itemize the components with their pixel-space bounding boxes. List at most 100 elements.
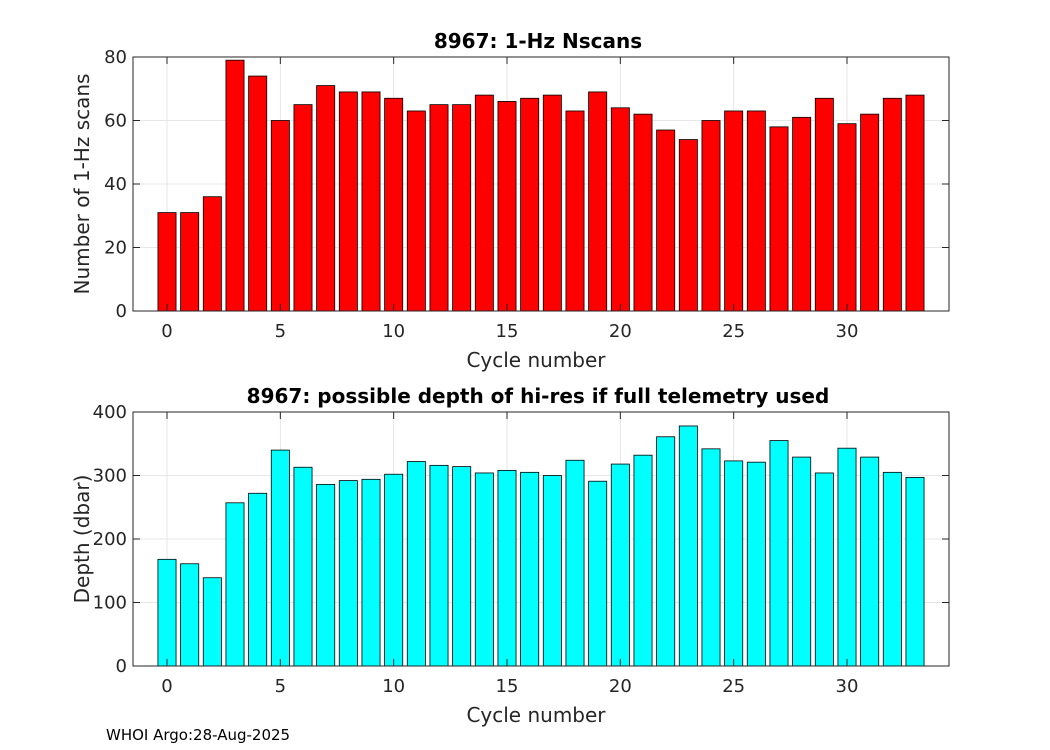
bar bbox=[452, 466, 472, 667]
bar bbox=[610, 463, 630, 667]
bar bbox=[429, 464, 449, 667]
bar bbox=[225, 59, 245, 312]
bar bbox=[293, 104, 313, 312]
x-tick-label: 30 bbox=[836, 676, 859, 697]
bar bbox=[270, 449, 290, 667]
x-tick-label: 5 bbox=[275, 321, 286, 342]
y-tick-label: 0 bbox=[116, 301, 127, 322]
bar bbox=[769, 440, 789, 667]
x-tick-label: 0 bbox=[161, 676, 172, 697]
y-tick-label: 80 bbox=[104, 47, 127, 68]
x-tick-label: 20 bbox=[609, 676, 632, 697]
bar bbox=[837, 447, 857, 667]
bar bbox=[429, 104, 449, 312]
bar bbox=[588, 91, 608, 312]
bar bbox=[860, 113, 880, 312]
bar bbox=[384, 473, 404, 667]
bar bbox=[678, 139, 698, 312]
x-tick-label: 5 bbox=[275, 676, 286, 697]
bar bbox=[656, 129, 676, 312]
bar bbox=[701, 448, 721, 667]
bar bbox=[180, 212, 200, 312]
bar bbox=[701, 120, 721, 312]
chart-title: 8967: possible depth of hi-res if full t… bbox=[247, 384, 830, 408]
bar bbox=[724, 460, 744, 667]
y-axis-label: Depth (dbar) bbox=[70, 475, 94, 604]
bar bbox=[542, 475, 562, 667]
x-tick-label: 10 bbox=[382, 676, 405, 697]
x-tick-label: 30 bbox=[836, 321, 859, 342]
bar bbox=[497, 470, 517, 667]
bar bbox=[905, 477, 925, 667]
y-tick-label: 100 bbox=[93, 593, 127, 614]
bar bbox=[542, 94, 562, 312]
bar bbox=[792, 116, 812, 312]
bar bbox=[474, 472, 494, 667]
y-tick-label: 300 bbox=[93, 466, 127, 487]
chart-1: 0 5 10 15 20 25 30 0 20 40 60 80 8967: 1-Hz Nscans Cy… bbox=[70, 29, 950, 372]
x-axis-label: Cycle number bbox=[466, 703, 606, 727]
bar bbox=[497, 101, 517, 312]
bar bbox=[633, 113, 653, 312]
bar bbox=[202, 196, 222, 312]
bar bbox=[905, 94, 925, 312]
x-tick-label: 10 bbox=[382, 321, 405, 342]
bar bbox=[814, 97, 834, 312]
bar bbox=[860, 456, 880, 667]
bar bbox=[565, 459, 585, 667]
bar bbox=[678, 425, 698, 667]
bar bbox=[157, 212, 177, 312]
bar bbox=[316, 483, 336, 667]
bar bbox=[384, 97, 404, 312]
y-axis-label: Number of 1-Hz scans bbox=[70, 74, 94, 295]
bar bbox=[338, 480, 358, 667]
y-tick-label: 0 bbox=[116, 656, 127, 677]
bar bbox=[361, 91, 381, 312]
bar bbox=[746, 110, 766, 312]
bar bbox=[656, 436, 676, 667]
x-tick-label: 15 bbox=[496, 321, 519, 342]
bar bbox=[610, 107, 630, 312]
y-tick-label: 40 bbox=[104, 174, 127, 195]
bar bbox=[474, 94, 494, 312]
bar bbox=[180, 563, 200, 667]
bar bbox=[406, 461, 426, 667]
bar bbox=[520, 471, 540, 667]
bar bbox=[406, 110, 426, 312]
bar bbox=[837, 123, 857, 312]
bar bbox=[882, 97, 902, 312]
bar bbox=[248, 75, 268, 312]
bar bbox=[520, 97, 540, 312]
y-tick-label: 60 bbox=[104, 111, 127, 132]
bar bbox=[316, 85, 336, 312]
x-tick-label: 25 bbox=[722, 676, 745, 697]
bar bbox=[588, 480, 608, 667]
bar bbox=[565, 110, 585, 312]
bar bbox=[452, 104, 472, 312]
x-tick-label: 0 bbox=[161, 321, 172, 342]
bar bbox=[882, 471, 902, 667]
bar bbox=[724, 110, 744, 312]
bar bbox=[270, 120, 290, 312]
bar bbox=[814, 472, 834, 667]
x-axis-label: Cycle number bbox=[466, 348, 606, 372]
footer-credit: WHOI Argo:28-Aug-2025 bbox=[106, 726, 291, 744]
bar bbox=[361, 478, 381, 667]
x-tick-label: 15 bbox=[496, 676, 519, 697]
y-tick-label: 200 bbox=[93, 529, 127, 550]
bar bbox=[633, 454, 653, 667]
bar bbox=[293, 466, 313, 667]
bar bbox=[769, 126, 789, 312]
x-tick-label: 25 bbox=[722, 321, 745, 342]
bar bbox=[225, 502, 245, 667]
bar bbox=[338, 91, 358, 312]
bar bbox=[202, 577, 222, 667]
bar bbox=[157, 558, 177, 667]
y-tick-label: 400 bbox=[93, 402, 127, 423]
chart-title: 8967: 1-Hz Nscans bbox=[434, 29, 642, 53]
bar bbox=[792, 456, 812, 667]
y-tick-label: 20 bbox=[104, 238, 127, 259]
bar bbox=[746, 461, 766, 667]
